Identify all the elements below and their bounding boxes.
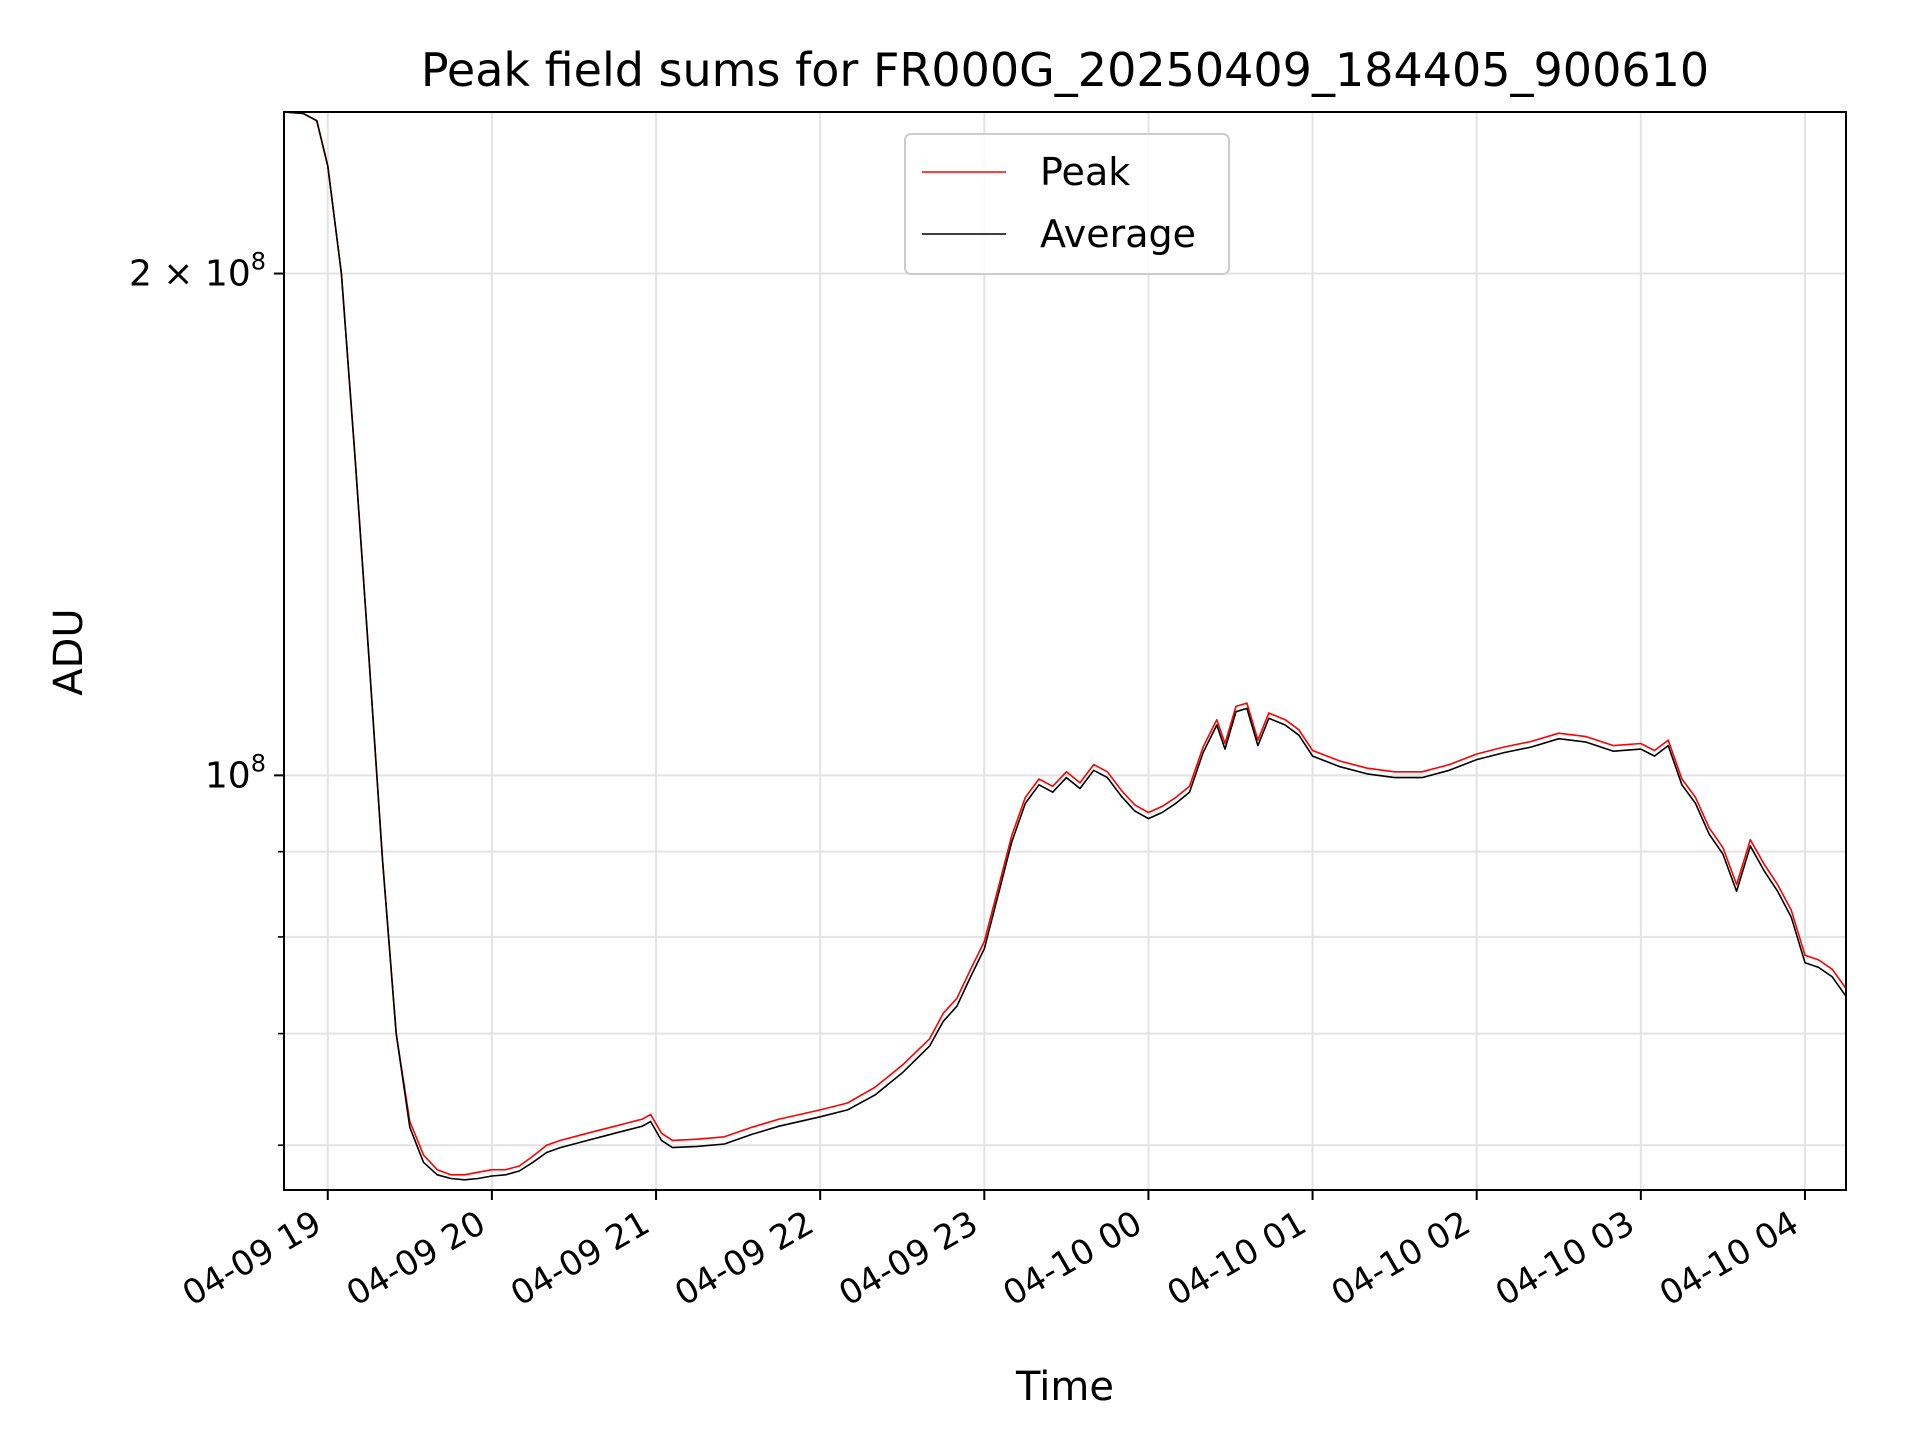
chart-title: Peak field sums for FR000G_20250409_1844… [421,43,1709,97]
x-tick-label: 04-10 01 [1161,1203,1313,1314]
legend-box [904,133,1230,275]
y-axis-label: ADU [46,608,92,695]
series-layer [283,111,1847,1181]
x-tick-label: 04-09 19 [176,1203,328,1314]
grid [284,112,1846,1190]
y-tick-label: 108 [205,749,266,796]
x-tick-label: 04-09 22 [668,1203,820,1314]
x-tick-label: 04-10 00 [997,1203,1149,1314]
y-axis: 108 2 × 108 [129,248,284,1147]
x-tick-label: 04-10 02 [1325,1203,1477,1314]
series-line-peak [283,111,1847,1176]
series-line-average [283,111,1847,1181]
legend: Peak Average [904,133,1230,275]
x-tick-label: 04-10 03 [1489,1203,1641,1314]
x-tick-label: 04-09 20 [340,1203,492,1314]
legend-label-average: Average [1040,212,1196,256]
legend-label-peak: Peak [1040,150,1130,194]
x-axis-label: Time [1015,1364,1114,1410]
x-tick-label: 04-10 04 [1653,1203,1805,1314]
y-tick-label: 2 × 108 [129,248,266,295]
plot-frame [283,111,1847,1191]
x-tick-label: 04-09 23 [832,1203,984,1314]
x-axis: 04-09 19 04-09 20 04-09 21 04-09 22 04-09 23… [176,1190,1806,1314]
x-tick-label: 04-09 21 [504,1203,656,1314]
